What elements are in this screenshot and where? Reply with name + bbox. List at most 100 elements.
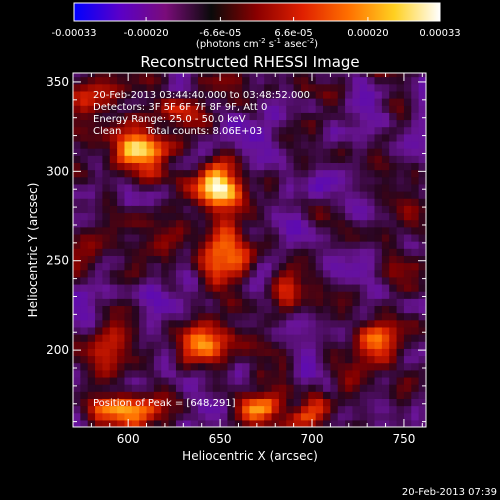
heatmap-cell bbox=[418, 369, 426, 378]
heatmap-cell bbox=[271, 90, 280, 99]
heatmap-cell bbox=[411, 362, 420, 371]
heatmap-cell bbox=[264, 283, 273, 292]
heatmap-cell bbox=[256, 119, 265, 128]
heatmap-cell bbox=[190, 183, 199, 192]
heatmap-cell bbox=[146, 398, 155, 407]
heatmap-cell bbox=[256, 312, 265, 321]
heatmap-cell bbox=[308, 269, 317, 278]
heatmap-cell bbox=[278, 326, 287, 335]
heatmap-cell bbox=[300, 348, 309, 357]
heatmap-cell bbox=[411, 226, 420, 235]
heatmap-cell bbox=[117, 105, 126, 113]
heatmap-cell bbox=[389, 73, 398, 78]
heatmap-cell bbox=[146, 376, 155, 385]
heatmap-cell bbox=[161, 162, 170, 171]
heatmap-cell bbox=[337, 83, 346, 92]
heatmap-cell bbox=[190, 241, 199, 249]
heatmap-cell bbox=[330, 326, 339, 335]
heatmap-cell bbox=[161, 305, 170, 314]
heatmap-cell bbox=[271, 283, 280, 292]
heatmap-cell bbox=[249, 419, 258, 427]
heatmap-cell bbox=[87, 348, 96, 357]
heatmap-cell bbox=[190, 398, 199, 407]
heatmap-cell bbox=[175, 183, 184, 192]
heatmap-cell bbox=[359, 140, 368, 149]
heatmap-cell bbox=[131, 376, 140, 385]
heatmap-cell bbox=[95, 369, 104, 378]
heatmap-cell bbox=[389, 298, 398, 307]
heatmap-cell bbox=[345, 241, 354, 249]
heatmap-cell bbox=[271, 255, 280, 264]
heatmap-cell bbox=[212, 298, 221, 307]
heatmap-cell bbox=[102, 348, 111, 357]
heatmap-cell bbox=[87, 262, 96, 271]
heatmap-cell bbox=[117, 319, 126, 328]
heatmap-cell bbox=[73, 105, 81, 113]
heatmap-cell bbox=[124, 276, 133, 285]
heatmap-cell bbox=[220, 283, 229, 292]
heatmap-cell bbox=[256, 83, 265, 92]
heatmap-cell bbox=[131, 76, 140, 85]
heatmap-cell bbox=[337, 126, 346, 135]
heatmap-cell bbox=[102, 369, 111, 378]
heatmap-cell bbox=[293, 326, 302, 335]
heatmap-cell bbox=[278, 205, 287, 214]
heatmap-cell bbox=[153, 90, 162, 99]
heatmap-cell bbox=[95, 319, 104, 328]
heatmap-cell bbox=[264, 305, 273, 314]
heatmap-cell bbox=[411, 341, 420, 349]
heatmap-cell bbox=[389, 291, 398, 299]
heatmap-cell bbox=[87, 198, 96, 206]
heatmap-cell bbox=[146, 312, 155, 321]
heatmap-cell bbox=[109, 148, 118, 156]
heatmap-cell bbox=[249, 140, 258, 149]
heatmap-cell bbox=[212, 405, 221, 414]
heatmap-cell bbox=[389, 391, 398, 399]
heatmap-cell bbox=[80, 262, 89, 271]
heatmap-cell bbox=[124, 255, 133, 264]
heatmap-cell bbox=[359, 241, 368, 249]
heatmap-cell bbox=[359, 90, 368, 99]
heatmap-cell bbox=[411, 248, 420, 256]
heatmap-cell bbox=[227, 376, 236, 385]
heatmap-cell bbox=[418, 305, 426, 314]
heatmap-cell bbox=[300, 191, 309, 199]
heatmap-cell bbox=[161, 155, 170, 163]
heatmap-cell bbox=[80, 183, 89, 192]
heatmap-cell bbox=[234, 126, 243, 135]
heatmap-cell bbox=[220, 369, 229, 378]
heatmap-cell bbox=[271, 148, 280, 156]
heatmap-cell bbox=[227, 212, 236, 221]
heatmap-cell bbox=[367, 255, 376, 264]
heatmap-cell bbox=[139, 291, 148, 299]
heatmap-cell bbox=[190, 262, 199, 271]
heatmap-cell bbox=[359, 355, 368, 364]
heatmap-cell bbox=[411, 140, 420, 149]
heatmap-cell bbox=[315, 319, 324, 328]
heatmap-cell bbox=[139, 319, 148, 328]
heatmap-cell bbox=[80, 305, 89, 314]
heatmap-cell bbox=[308, 83, 317, 92]
heatmap-cell bbox=[205, 391, 214, 399]
heatmap-cell bbox=[286, 312, 295, 321]
heatmap-cell bbox=[212, 73, 221, 78]
heatmap-cell bbox=[271, 198, 280, 206]
heatmap-cell bbox=[367, 140, 376, 149]
heatmap-cell bbox=[131, 369, 140, 378]
heatmap-cell bbox=[124, 176, 133, 185]
heatmap-cell bbox=[286, 405, 295, 414]
heatmap-cell bbox=[286, 262, 295, 271]
heatmap-cell bbox=[80, 405, 89, 414]
heatmap-cell bbox=[227, 198, 236, 206]
heatmap-cell bbox=[242, 140, 251, 149]
heatmap-cell bbox=[389, 419, 398, 427]
heatmap-cell bbox=[198, 98, 206, 106]
heatmap-cell bbox=[139, 241, 148, 249]
heatmap-cell bbox=[198, 169, 206, 178]
heatmap-cell bbox=[131, 162, 140, 171]
heatmap-cell bbox=[256, 319, 265, 328]
heatmap-cell bbox=[411, 391, 420, 399]
heatmap-cell bbox=[352, 191, 361, 199]
heatmap-cell bbox=[146, 262, 155, 271]
